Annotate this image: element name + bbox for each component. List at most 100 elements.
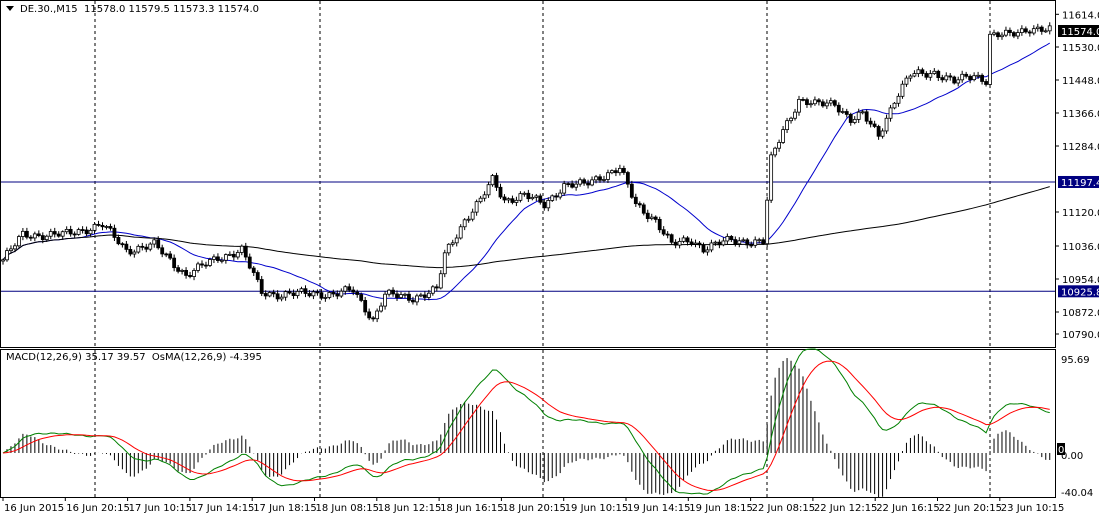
candle-body <box>749 244 754 247</box>
candle-body <box>32 233 37 239</box>
candle <box>657 216 662 233</box>
time-tick-label: 17 Jun 10:15 <box>129 503 193 514</box>
candle-body <box>721 240 726 246</box>
candle <box>904 75 909 87</box>
candle <box>685 236 690 246</box>
candle <box>415 293 419 306</box>
candle <box>721 237 726 247</box>
candle-body <box>968 75 973 81</box>
candle-body <box>223 254 228 261</box>
candle <box>741 237 746 243</box>
candle <box>761 237 766 246</box>
candle-body <box>422 294 427 298</box>
candle <box>227 251 232 257</box>
candle-body <box>108 226 113 229</box>
candle <box>387 288 391 297</box>
candle-body <box>1019 28 1024 33</box>
candle-body <box>741 239 746 242</box>
dropdown-triangle-icon[interactable] <box>6 6 14 11</box>
candle <box>48 228 53 240</box>
candle <box>920 67 925 77</box>
candle-body <box>227 253 232 256</box>
candle-body <box>574 183 579 188</box>
time-tick-label: 18 Jun 08:15 <box>316 503 380 514</box>
candle <box>1004 26 1008 38</box>
candle <box>446 243 451 256</box>
candle-body <box>68 229 73 235</box>
candle <box>283 290 288 301</box>
candle <box>24 227 29 240</box>
candle <box>980 73 984 85</box>
candle-body <box>852 118 857 123</box>
candle <box>36 230 41 238</box>
candle-body <box>1016 32 1020 37</box>
candle-body <box>295 290 300 297</box>
candle <box>367 308 372 321</box>
time-tick-label: 18 Jun 16:15 <box>440 503 504 514</box>
candle <box>204 261 208 269</box>
candle <box>641 202 646 216</box>
candle <box>773 146 778 158</box>
candle <box>251 265 256 277</box>
candle-body <box>980 74 984 82</box>
moving-average-line <box>2 42 1050 301</box>
candle-body <box>259 279 264 294</box>
candle <box>637 201 642 208</box>
candle <box>566 182 571 188</box>
candle-body <box>892 102 897 109</box>
candle-body <box>450 242 455 245</box>
candle <box>693 239 698 248</box>
candle <box>108 223 113 231</box>
candle <box>510 195 515 205</box>
candle <box>514 196 519 207</box>
candle <box>614 167 618 177</box>
candle-body <box>418 294 423 297</box>
candle-body <box>725 236 730 242</box>
candle-body <box>864 111 869 122</box>
candle-body <box>637 203 642 206</box>
candle <box>223 253 228 264</box>
candle-body <box>383 293 387 307</box>
candle <box>299 286 304 294</box>
candle-body <box>275 293 280 300</box>
candle-body <box>745 239 750 246</box>
candle <box>40 232 45 244</box>
candle-body <box>840 111 845 113</box>
candle <box>156 236 161 250</box>
candle <box>1039 25 1044 35</box>
candle-body <box>578 179 582 185</box>
ohlc-low: 11573.3 <box>173 4 215 15</box>
candle-body <box>928 73 933 78</box>
candle <box>72 231 77 238</box>
osma-label: OsMA(12,26,9) -4.395 <box>151 352 262 363</box>
candle <box>900 80 905 99</box>
candle <box>753 236 758 248</box>
candle <box>371 316 376 322</box>
candle <box>100 222 105 231</box>
candle-body <box>411 299 415 303</box>
candle-body <box>514 199 519 203</box>
candle <box>824 99 829 110</box>
candle-body <box>996 32 1000 38</box>
candle <box>677 237 682 249</box>
candle <box>120 242 125 248</box>
candle <box>216 253 220 263</box>
candle-body <box>56 233 61 237</box>
candle-body <box>255 272 260 280</box>
candle-body <box>1004 29 1008 36</box>
candle <box>789 116 793 124</box>
candle <box>243 242 248 261</box>
candle <box>458 224 463 240</box>
candle <box>339 288 344 298</box>
candle-body <box>1031 28 1036 34</box>
candle-body <box>681 237 686 242</box>
candle <box>359 292 364 303</box>
candle-body <box>729 236 734 240</box>
candle-body <box>28 236 33 239</box>
chart-title: DE.30.,M15 11578.0 11579.5 11573.3 11574… <box>6 4 259 15</box>
candle <box>395 290 399 302</box>
candle <box>144 243 149 253</box>
candle-body <box>948 75 953 78</box>
